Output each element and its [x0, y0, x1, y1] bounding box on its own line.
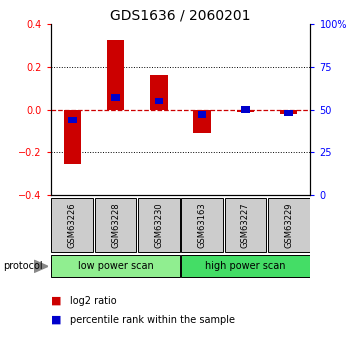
Bar: [268, 198, 310, 253]
Bar: [68, 117, 77, 123]
Title: GDS1636 / 2060201: GDS1636 / 2060201: [110, 9, 251, 23]
Text: GSM63226: GSM63226: [68, 202, 77, 248]
Bar: [64, 109, 81, 164]
Bar: [237, 109, 254, 112]
Text: high power scan: high power scan: [205, 262, 286, 271]
Bar: [198, 111, 206, 118]
Text: GSM63163: GSM63163: [198, 202, 206, 248]
Bar: [280, 109, 297, 114]
Text: log2 ratio: log2 ratio: [70, 296, 117, 306]
Bar: [225, 198, 266, 253]
Bar: [107, 40, 124, 109]
Text: ■: ■: [51, 315, 61, 325]
Text: GSM63228: GSM63228: [111, 202, 120, 248]
Bar: [95, 198, 136, 253]
Polygon shape: [34, 260, 48, 273]
Text: GSM63227: GSM63227: [241, 202, 250, 248]
Bar: [181, 255, 310, 277]
Bar: [51, 255, 180, 277]
Bar: [181, 198, 223, 253]
Bar: [150, 75, 168, 109]
Bar: [51, 198, 93, 253]
Text: protocol: protocol: [4, 262, 43, 271]
Bar: [241, 106, 250, 113]
Text: GSM63230: GSM63230: [155, 202, 163, 248]
Text: percentile rank within the sample: percentile rank within the sample: [70, 315, 235, 325]
Text: ■: ■: [51, 296, 61, 306]
Text: GSM63229: GSM63229: [284, 203, 293, 248]
Bar: [155, 98, 163, 104]
Bar: [284, 110, 293, 116]
Text: low power scan: low power scan: [78, 262, 153, 271]
Bar: [111, 95, 120, 101]
Bar: [193, 109, 211, 133]
Bar: [138, 198, 180, 253]
